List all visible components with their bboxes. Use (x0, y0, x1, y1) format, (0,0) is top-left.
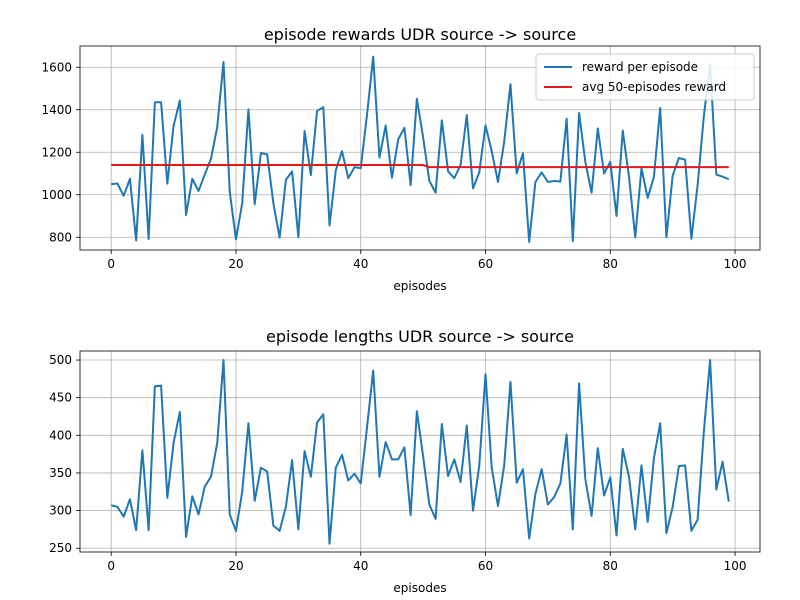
rewards-y-tick-label: 800 (49, 230, 72, 244)
lengths-y-tick-label: 300 (49, 504, 72, 518)
legend-label-reward-per-episode: reward per episode (582, 60, 698, 74)
lengths-x-tick-label: 100 (724, 559, 747, 573)
lengths-plot-area (79, 350, 761, 553)
legend-label-avg-reward: avg 50-episodes reward (582, 80, 726, 94)
lengths-x-axis-label: episodes (393, 581, 446, 595)
lengths-y-ticks: 250 300 350 400 450 500 (49, 353, 80, 555)
rewards-x-tick-label: 0 (107, 257, 115, 271)
rewards-y-tick-label: 1200 (41, 145, 72, 159)
lengths-chart: episode lengths UDR source -> source 0 20… (49, 327, 761, 595)
lengths-x-tick-label: 0 (107, 559, 115, 573)
rewards-x-tick-label: 100 (724, 257, 747, 271)
lengths-x-tick-label: 20 (228, 559, 243, 573)
lengths-x-ticks: 0 20 40 60 80 100 (107, 552, 746, 573)
lengths-y-tick-label: 350 (49, 466, 72, 480)
rewards-x-ticks: 0 20 40 60 80 100 (107, 250, 746, 271)
lengths-x-tick-label: 80 (603, 559, 618, 573)
lengths-chart-title: episode lengths UDR source -> source (266, 327, 574, 346)
rewards-y-tick-label: 1000 (41, 188, 72, 202)
rewards-y-tick-label: 1600 (41, 60, 72, 74)
rewards-y-tick-label: 1400 (41, 103, 72, 117)
lengths-axes-frame (79, 350, 761, 553)
rewards-x-tick-label: 40 (353, 257, 368, 271)
lengths-y-tick-label: 500 (49, 353, 72, 367)
rewards-plot-area (79, 45, 761, 251)
rewards-axes-frame (79, 45, 761, 251)
lengths-y-tick-label: 250 (49, 541, 72, 555)
lengths-series-line-0 (110, 359, 730, 545)
rewards-legend: reward per episode avg 50-episodes rewar… (535, 53, 755, 101)
rewards-series-line-1 (111, 164, 729, 169)
lengths-x-tick-label: 60 (478, 559, 493, 573)
rewards-y-ticks: 800 1000 1200 1400 1600 (41, 60, 80, 244)
rewards-chart: episode rewards UDR source -> source 0 20… (41, 25, 761, 293)
lengths-y-tick-label: 450 (49, 391, 72, 405)
lengths-x-tick-label: 40 (353, 559, 368, 573)
rewards-x-tick-label: 20 (228, 257, 243, 271)
rewards-series-line-0 (111, 55, 730, 243)
rewards-chart-title: episode rewards UDR source -> source (264, 25, 576, 44)
lengths-y-tick-label: 400 (49, 428, 72, 442)
rewards-x-axis-label: episodes (393, 279, 446, 293)
legend-box (535, 53, 755, 101)
rewards-x-tick-label: 60 (478, 257, 493, 271)
rewards-x-tick-label: 80 (603, 257, 618, 271)
